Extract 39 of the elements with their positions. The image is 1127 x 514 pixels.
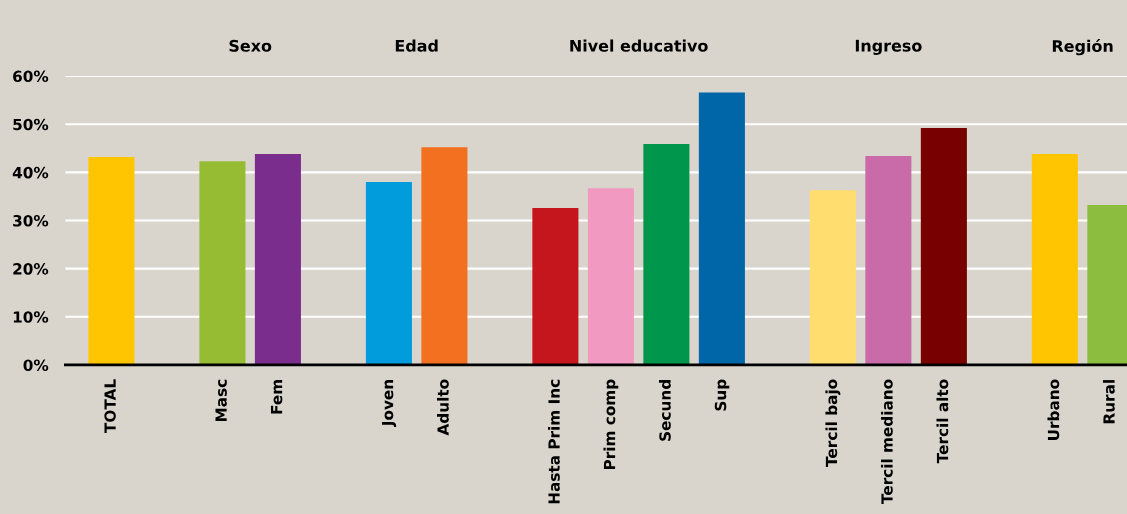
- text: Edad: [395, 39, 438, 52]
- bar: [809, 190, 856, 365]
- bar: [254, 154, 301, 365]
- bar: [920, 128, 967, 365]
- x-tick-label: Urbano: [1047, 379, 1060, 440]
- x-tick-label: Rural: [1102, 380, 1115, 424]
- y-tick-label: 50%: [13, 118, 49, 131]
- bar: [587, 188, 634, 365]
- x-tick-label: Hasta Prim Inc: [548, 379, 560, 504]
- x-tick-label: Fem: [270, 380, 283, 414]
- x-tick-label: Tercil alto: [936, 379, 949, 464]
- x-tick-label: Joven: [381, 380, 397, 428]
- text: Región: [1052, 39, 1113, 56]
- x-tick-label: Sup: [714, 379, 730, 411]
- x-tick-label: Adulto: [437, 379, 449, 436]
- x-tick-label: Secund: [658, 380, 671, 441]
- x-tick-label: Masc: [215, 379, 227, 422]
- bar: [199, 161, 246, 365]
- x-tick-label: Tercil bajo: [825, 379, 841, 467]
- bar: [1031, 154, 1078, 365]
- bar: [365, 181, 412, 365]
- y-tick-label: 0%: [23, 359, 49, 371]
- text: Ingreso: [855, 39, 922, 55]
- bar: [643, 143, 690, 365]
- text: Sexo: [229, 39, 272, 52]
- y-tick-label: 10%: [13, 311, 49, 323]
- bar: [88, 156, 135, 365]
- bar: [532, 207, 579, 365]
- x-tick-label: Prim comp: [603, 379, 619, 470]
- text: Nivel educativo: [570, 39, 708, 52]
- y-tick-label: 60%: [13, 70, 49, 83]
- bar: [865, 155, 912, 365]
- bar: [698, 92, 745, 365]
- y-tick-label: 40%: [12, 166, 49, 179]
- x-tick-label: TOTAL: [104, 379, 116, 433]
- y-tick-label: 20%: [13, 263, 49, 275]
- bar: [421, 147, 468, 365]
- x-tick-label: Tercil mediano: [880, 379, 893, 505]
- y-tick-label: 30%: [13, 214, 49, 227]
